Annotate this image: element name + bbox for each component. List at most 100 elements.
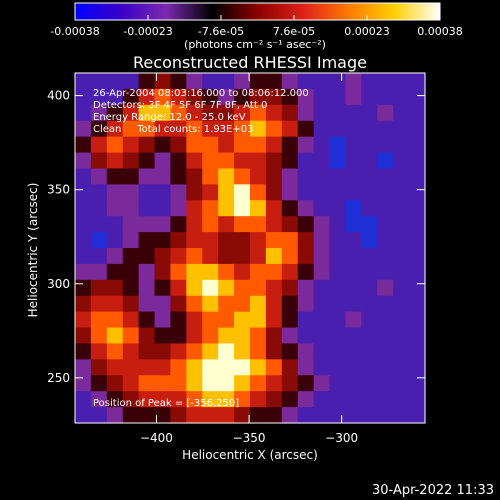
heatmap-cell — [234, 136, 251, 154]
heatmap-cell — [393, 88, 410, 106]
heatmap-cell — [345, 327, 362, 345]
heatmap-cell — [313, 311, 331, 329]
heatmap-cell — [170, 136, 187, 154]
heatmap-cell — [313, 263, 331, 281]
heatmap-cell — [377, 407, 394, 424]
heatmap-cell — [250, 343, 267, 360]
heatmap-cell — [90, 168, 108, 185]
peak-position-text: Position of Peak = [-356,250] — [93, 398, 239, 409]
heatmap-cell — [409, 407, 426, 424]
colorbar-ticks — [74, 15, 441, 20]
heatmap-cell — [345, 407, 362, 424]
heatmap-cell — [202, 216, 219, 233]
heatmap-cell — [313, 279, 331, 297]
heatmap-cell — [313, 232, 331, 249]
heatmap-cell — [329, 184, 347, 201]
heatmap-cell — [409, 343, 426, 360]
heatmap-cell — [154, 343, 172, 360]
heatmap-cell — [250, 120, 267, 138]
heatmap-cell — [281, 216, 299, 233]
heatmap-cell — [90, 200, 108, 217]
heatmap-cell — [313, 391, 331, 408]
heatmap-cell — [250, 184, 267, 201]
heatmap-cell — [345, 279, 362, 297]
heatmap-cell — [329, 391, 347, 408]
heatmap-cell — [138, 152, 156, 170]
time-range-text: 26-Apr-2004 08:03:16.000 to 08:06:12.000 — [93, 88, 309, 99]
heatmap-cell — [313, 184, 331, 201]
heatmap-cell — [313, 216, 331, 233]
heatmap-cell — [202, 375, 219, 392]
heatmap-cell — [329, 279, 347, 297]
heatmap-cell — [409, 311, 426, 329]
heatmap-cell — [138, 407, 156, 424]
heatmap-cell — [218, 136, 235, 154]
heatmap-cell — [154, 391, 172, 408]
heatmap-cell — [170, 343, 187, 360]
heatmap-cell — [265, 263, 283, 281]
heatmap-cell — [218, 168, 235, 185]
heatmap-cell — [377, 184, 394, 201]
heatmap-cell — [313, 327, 331, 345]
heatmap-cell — [75, 327, 92, 345]
heatmap-cell — [345, 263, 362, 281]
heatmap-cell — [138, 88, 156, 106]
heatmap-cell — [90, 248, 108, 265]
heatmap-cell — [265, 73, 283, 90]
heatmap-cell — [218, 232, 235, 249]
heatmap-cell — [361, 184, 378, 201]
heatmap-cell — [186, 359, 203, 376]
heatmap-cell — [202, 295, 219, 313]
heatmap-cell — [329, 263, 347, 281]
heatmap-cell — [377, 168, 394, 185]
heatmap-cell — [393, 216, 410, 233]
heatmap-cell — [234, 73, 251, 90]
heatmap-cell — [393, 104, 410, 122]
heatmap-cell — [122, 104, 140, 122]
heatmap-cell — [250, 136, 267, 154]
heatmap-cell — [297, 248, 315, 265]
heatmap-cell — [281, 327, 299, 345]
heatmap-cell — [75, 311, 92, 329]
heatmap-cell — [281, 375, 299, 392]
heatmap-cell — [361, 152, 378, 170]
heatmap-cell — [297, 168, 315, 185]
heatmap-cell — [138, 120, 156, 138]
heatmap-cell — [170, 104, 187, 122]
heatmap-cell — [361, 311, 378, 329]
heatmap-cell — [138, 184, 156, 201]
heatmap-cells — [75, 73, 426, 424]
heatmap-cell — [202, 200, 219, 217]
y-tick-label: 400 — [47, 89, 70, 103]
heatmap-cell — [297, 311, 315, 329]
heatmap-cell — [265, 88, 283, 106]
heatmap-cell — [202, 88, 219, 106]
y-axis-label: Heliocentric Y (arcsec) — [26, 183, 40, 318]
heatmap-cell — [186, 152, 203, 170]
heatmap-cell — [361, 343, 378, 360]
heatmap-cell — [377, 216, 394, 233]
heatmap-cell — [393, 375, 410, 392]
heatmap-cell — [186, 120, 203, 138]
colorbar-tick-label: -7.6e-05 — [198, 25, 244, 38]
heatmap-cell — [297, 375, 315, 392]
heatmap-cell — [345, 184, 362, 201]
heatmap-cell — [75, 120, 92, 138]
heatmap-cell — [377, 136, 394, 154]
heatmap-cell — [138, 232, 156, 249]
heatmap-cell — [90, 152, 108, 170]
heatmap-cell — [202, 120, 219, 138]
heatmap-cell — [170, 391, 187, 408]
chart-title: Reconstructed RHESSI Image — [133, 53, 367, 72]
heatmap-cell — [329, 232, 347, 249]
heatmap-cell — [250, 407, 267, 424]
heatmap-cell — [281, 152, 299, 170]
colorbar-tick-label: -0.00023 — [123, 25, 172, 38]
heatmap-cell — [281, 343, 299, 360]
heatmap-cell — [361, 216, 378, 233]
heatmap-cell — [234, 343, 251, 360]
heatmap-cell — [90, 295, 108, 313]
heatmap-cell — [154, 311, 172, 329]
heatmap-cell — [106, 327, 124, 345]
heatmap-cell — [313, 359, 331, 376]
